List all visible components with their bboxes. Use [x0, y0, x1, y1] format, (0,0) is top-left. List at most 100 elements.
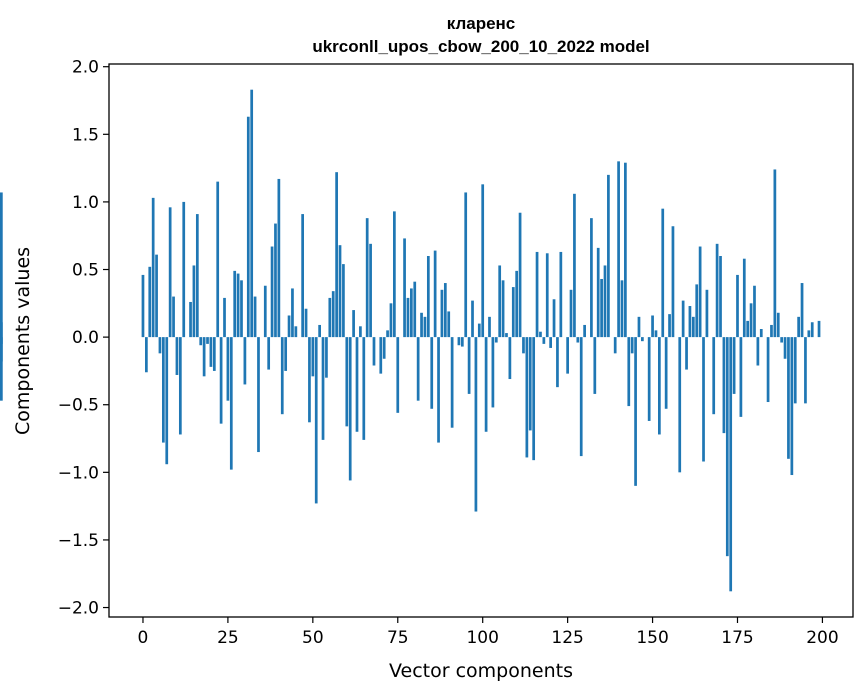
bar-component-90 — [447, 311, 451, 338]
bar-component-43 — [287, 315, 291, 338]
bar-component-153 — [661, 208, 665, 338]
bar-component-0 — [141, 274, 145, 338]
y-tick-label: 2.0 — [72, 58, 99, 78]
bar-component-63 — [355, 337, 359, 432]
y-tick-label: 1.5 — [72, 125, 99, 145]
bar-component-166 — [705, 289, 709, 338]
bar-component-106 — [501, 280, 505, 338]
bar-component-112 — [522, 337, 525, 354]
bar-component-54 — [325, 337, 328, 378]
bar-component-158 — [678, 337, 682, 473]
bar-component-10 — [175, 337, 179, 375]
bar-component-104 — [494, 337, 498, 343]
bar-component-91 — [450, 337, 454, 428]
bar-component-87 — [437, 337, 440, 443]
bar-component-30 — [243, 337, 247, 385]
bar-component-177 — [742, 258, 746, 338]
bar-component-5 — [158, 337, 162, 354]
bar-component-9 — [172, 296, 175, 338]
x-tick-label: 150 — [636, 628, 668, 648]
bar-component-169 — [715, 243, 719, 338]
bar-component-72 — [386, 330, 389, 338]
bar-component-170 — [719, 256, 722, 338]
y-axis-label: Components values — [12, 247, 34, 435]
bar-component-78 — [406, 297, 410, 338]
bar-component-16 — [195, 214, 199, 338]
bar-component-39 — [274, 223, 277, 338]
x-axis-label: Vector components — [389, 660, 573, 682]
bar-component-117 — [539, 331, 542, 338]
bar-component-32 — [250, 89, 254, 338]
bar-component-176 — [739, 337, 743, 417]
bar-component-40 — [277, 178, 281, 338]
x-tick-label: 50 — [302, 628, 324, 648]
bar-component-61 — [348, 337, 352, 481]
bar-component-119 — [545, 253, 549, 338]
bar-component-18 — [202, 337, 206, 377]
x-axis: 0 25 50 75 100 125 150 175 200 — [138, 617, 839, 648]
bar-component-98 — [474, 337, 478, 512]
x-tick-label: 25 — [217, 628, 239, 648]
bar-component-184 — [766, 337, 770, 403]
bar-component-174 — [732, 337, 736, 394]
bar-component-67 — [369, 243, 372, 338]
y-tick-label: −1.0 — [58, 463, 99, 483]
bar-component-109 — [511, 287, 515, 338]
bar-component-undefined — [0, 337, 3, 344]
bar-component-168 — [712, 337, 716, 415]
bar-component-146 — [637, 316, 641, 338]
bar-component-77 — [403, 238, 406, 338]
bar-component-74 — [393, 211, 396, 338]
bar-component-50 — [311, 337, 315, 377]
bar-component-156 — [671, 226, 675, 338]
bar-component-172 — [725, 337, 729, 557]
bar-component-102 — [488, 316, 491, 338]
bar-component-120 — [549, 337, 552, 348]
bar-component-2 — [148, 266, 152, 338]
bar-component-89 — [443, 283, 447, 338]
bar-component-14 — [189, 301, 192, 338]
bar-component-99 — [477, 323, 481, 338]
bar-component-125 — [566, 337, 569, 374]
bar-component-192 — [793, 337, 797, 404]
bar-component-34 — [257, 337, 260, 453]
bar-component-57 — [335, 172, 338, 338]
bar-component-139 — [613, 337, 617, 354]
bar-component-51 — [314, 337, 318, 504]
bar-component-129 — [579, 337, 583, 457]
bar-component-49 — [308, 337, 311, 423]
bar-component-58 — [338, 245, 342, 338]
bar-component-53 — [321, 337, 325, 440]
bar-component-175 — [736, 274, 739, 338]
x-tick-label: 200 — [806, 628, 838, 648]
bar-component-150 — [651, 315, 654, 338]
bar-component-133 — [593, 337, 597, 394]
bar-component-25 — [226, 337, 230, 401]
bar-component-113 — [525, 337, 529, 458]
bars-group — [0, 89, 821, 592]
bar-component-187 — [776, 312, 780, 338]
bar-component-17 — [199, 337, 203, 346]
bar-component-23 — [219, 337, 223, 424]
bar-component-126 — [569, 289, 573, 338]
bar-component-135 — [600, 278, 603, 338]
bar-component-41 — [280, 337, 284, 415]
bar-component-195 — [804, 337, 807, 404]
bar-component-62 — [352, 310, 355, 338]
bar-component-161 — [688, 306, 692, 338]
bar-component-141 — [620, 280, 624, 338]
bar-component-121 — [552, 299, 556, 338]
bar-component-163 — [695, 284, 699, 338]
bar-component-145 — [634, 337, 637, 486]
x-tick-label: 100 — [466, 628, 498, 648]
bar-component-143 — [627, 337, 631, 407]
bar-component-15 — [192, 265, 196, 338]
bar-component-48 — [304, 308, 308, 338]
bar-component-68 — [372, 337, 376, 366]
bar-component-130 — [583, 324, 586, 338]
bar-component-107 — [505, 333, 508, 338]
bar-component-6 — [162, 337, 165, 443]
bar-component-118 — [542, 337, 546, 344]
bar-component-7 — [165, 337, 169, 465]
